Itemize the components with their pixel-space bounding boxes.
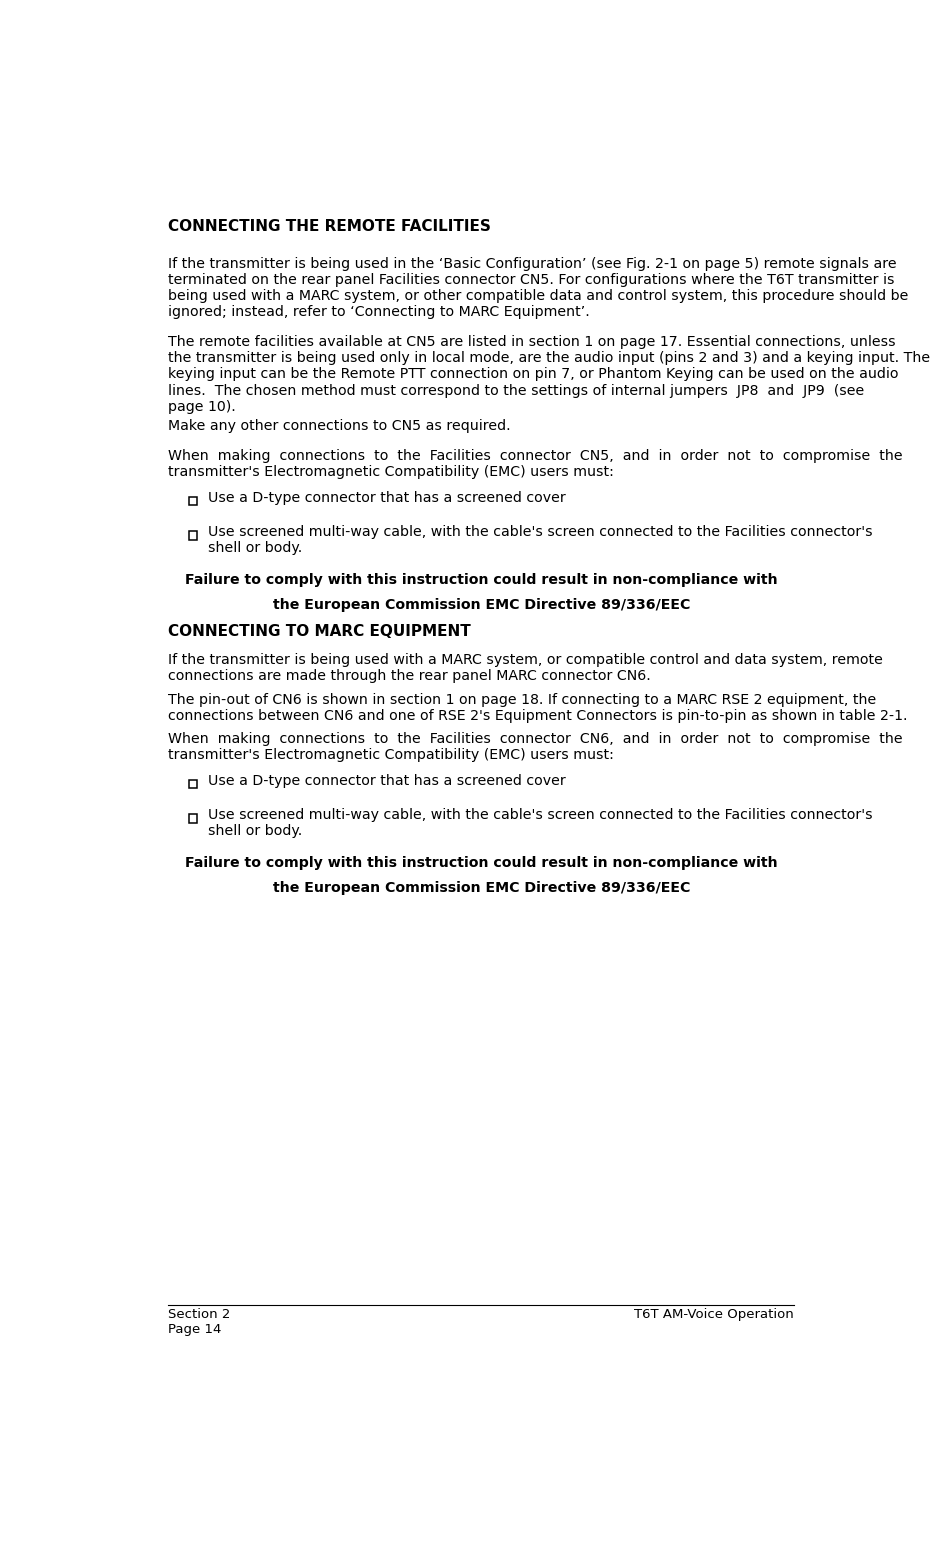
FancyBboxPatch shape <box>189 531 197 540</box>
Text: When  making  connections  to  the  Facilities  connector  CN5,  and  in  order : When making connections to the Facilitie… <box>168 449 903 479</box>
Text: The pin-out of CN6 is shown in section 1 on page 18. If connecting to a MARC RSE: The pin-out of CN6 is shown in section 1… <box>168 693 908 723</box>
Text: Use a D-type connector that has a screened cover: Use a D-type connector that has a screen… <box>208 491 566 505</box>
Text: Section 2
Page 14: Section 2 Page 14 <box>168 1308 231 1336</box>
Text: Use screened multi-way cable, with the cable's screen connected to the Facilitie: Use screened multi-way cable, with the c… <box>208 808 873 838</box>
Text: The remote facilities available at CN5 are listed in section 1 on page 17. Essen: The remote facilities available at CN5 a… <box>168 335 931 414</box>
Text: If the transmitter is being used with a MARC system, or compatible control and d: If the transmitter is being used with a … <box>168 653 884 682</box>
Text: T6T AM-Voice Operation: T6T AM-Voice Operation <box>635 1308 794 1320</box>
Text: CONNECTING TO MARC EQUIPMENT: CONNECTING TO MARC EQUIPMENT <box>168 624 471 639</box>
Text: If the transmitter is being used in the ‘Basic Configuration’ (see Fig. 2-1 on p: If the transmitter is being used in the … <box>168 256 909 320</box>
FancyBboxPatch shape <box>189 780 197 789</box>
Text: the European Commission EMC Directive 89/336/EEC: the European Commission EMC Directive 89… <box>272 598 690 611</box>
FancyBboxPatch shape <box>189 814 197 823</box>
Text: CONNECTING THE REMOTE FACILITIES: CONNECTING THE REMOTE FACILITIES <box>168 219 491 233</box>
Text: When  making  connections  to  the  Facilities  connector  CN6,  and  in  order : When making connections to the Facilitie… <box>168 732 903 763</box>
Text: Use screened multi-way cable, with the cable's screen connected to the Facilitie: Use screened multi-way cable, with the c… <box>208 525 873 556</box>
Text: Failure to comply with this instruction could result in non-compliance with: Failure to comply with this instruction … <box>185 573 777 587</box>
Text: the European Commission EMC Directive 89/336/EEC: the European Commission EMC Directive 89… <box>272 880 690 896</box>
Text: Failure to comply with this instruction could result in non-compliance with: Failure to comply with this instruction … <box>185 855 777 869</box>
Text: Use a D-type connector that has a screened cover: Use a D-type connector that has a screen… <box>208 774 566 787</box>
Text: Make any other connections to CN5 as required.: Make any other connections to CN5 as req… <box>168 420 511 434</box>
FancyBboxPatch shape <box>189 497 197 505</box>
